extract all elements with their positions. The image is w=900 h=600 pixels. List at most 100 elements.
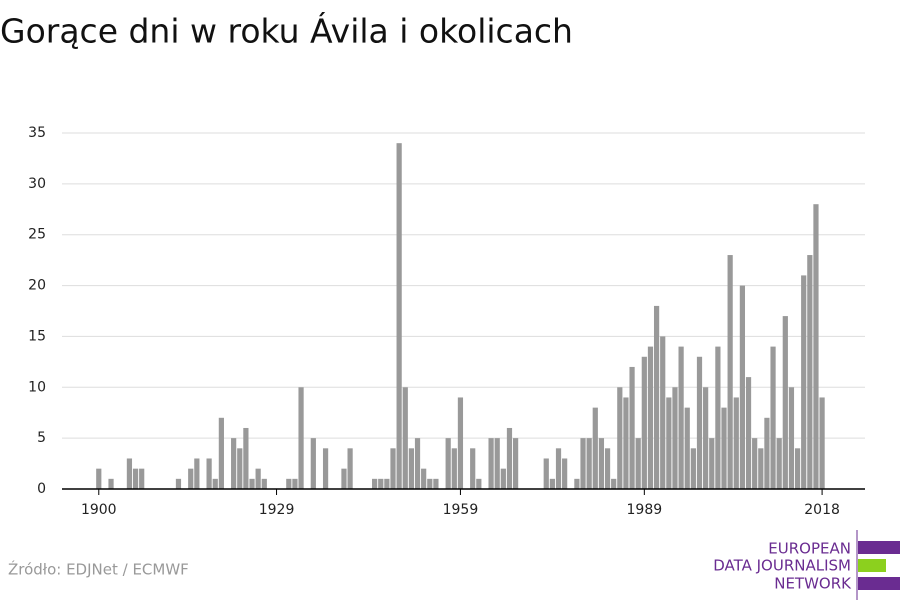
bar (188, 468, 194, 489)
bar (292, 478, 298, 489)
bar (580, 438, 586, 489)
bar (770, 346, 776, 489)
y-tick-label: 0 (37, 481, 46, 497)
bar (218, 417, 224, 489)
bar (261, 478, 267, 489)
bar (139, 468, 145, 489)
bar (506, 427, 513, 489)
bar (194, 458, 200, 489)
bar (660, 336, 666, 489)
bar (494, 438, 500, 489)
bar (390, 448, 396, 489)
bar (470, 448, 476, 489)
source: Źródło: EDJNet / ECMWF (8, 560, 189, 579)
bar (445, 438, 451, 489)
bar (684, 407, 690, 489)
bar (703, 387, 709, 489)
bar (611, 478, 617, 489)
bar (427, 478, 433, 489)
y-tick-label: 10 (28, 379, 46, 395)
bar (347, 448, 353, 489)
bar (231, 438, 237, 489)
x-tick-label: 2018 (804, 502, 840, 518)
y-tick-label: 20 (28, 278, 46, 294)
bar (764, 417, 770, 489)
bar (819, 397, 825, 489)
y-tick-label: 5 (37, 430, 46, 446)
bar (727, 255, 733, 489)
bar (212, 478, 218, 489)
bar (457, 397, 464, 489)
bar (451, 448, 457, 489)
bar (488, 438, 494, 489)
x-tick-label: 1900 (81, 502, 117, 518)
bar (126, 458, 133, 489)
bar (598, 438, 605, 489)
bar (641, 356, 647, 489)
bar (752, 438, 758, 489)
bar (586, 438, 592, 489)
bar (372, 478, 378, 489)
bar (690, 448, 696, 489)
y-tick-label: 30 (28, 176, 46, 192)
bar (782, 316, 788, 489)
logo-text: DATA JOURNALISM (713, 557, 851, 575)
bar (421, 468, 427, 489)
bar (635, 438, 641, 489)
bar (310, 438, 316, 489)
bar (647, 346, 654, 489)
bar (108, 478, 114, 489)
bar (476, 478, 482, 489)
logo-text: EUROPEAN (768, 540, 851, 558)
bar (408, 448, 415, 489)
y-tick-label: 35 (28, 125, 46, 141)
bar (562, 458, 568, 489)
bar (255, 468, 261, 489)
bar (249, 478, 255, 489)
bar (745, 377, 752, 489)
bar (543, 458, 549, 489)
bar (96, 468, 102, 489)
bar (653, 305, 660, 489)
bar (549, 478, 555, 489)
bar (396, 143, 402, 489)
logo-text: NETWORK (774, 575, 852, 593)
bar (666, 397, 672, 489)
logo-block (858, 559, 886, 572)
bar (801, 275, 807, 489)
bar (733, 397, 739, 489)
bar (414, 438, 421, 489)
bar (341, 468, 347, 489)
bar (807, 255, 813, 489)
bar (175, 478, 182, 489)
bar (758, 448, 764, 489)
bar (243, 427, 249, 489)
bar (623, 397, 629, 489)
bar (813, 204, 819, 489)
bar (512, 438, 519, 489)
bar (604, 448, 611, 489)
bar (788, 387, 795, 489)
bar (433, 478, 439, 489)
bar (678, 346, 684, 489)
bar (574, 478, 580, 489)
bar (794, 448, 801, 489)
bar (709, 438, 715, 489)
bar (384, 478, 390, 489)
logo-block (858, 541, 900, 554)
bar (715, 346, 721, 489)
bar (592, 407, 598, 489)
bar (776, 438, 782, 489)
bar (721, 407, 727, 489)
bar (739, 285, 746, 489)
bar (555, 448, 562, 489)
x-tick-label: 1929 (259, 502, 295, 518)
chart-title: Gorące dni w roku Ávila i okolicach (0, 11, 573, 51)
bar (402, 387, 408, 489)
bar (672, 387, 678, 489)
y-tick-label: 25 (28, 227, 46, 243)
bar (629, 366, 635, 489)
bar (696, 356, 703, 489)
bar (298, 387, 304, 489)
